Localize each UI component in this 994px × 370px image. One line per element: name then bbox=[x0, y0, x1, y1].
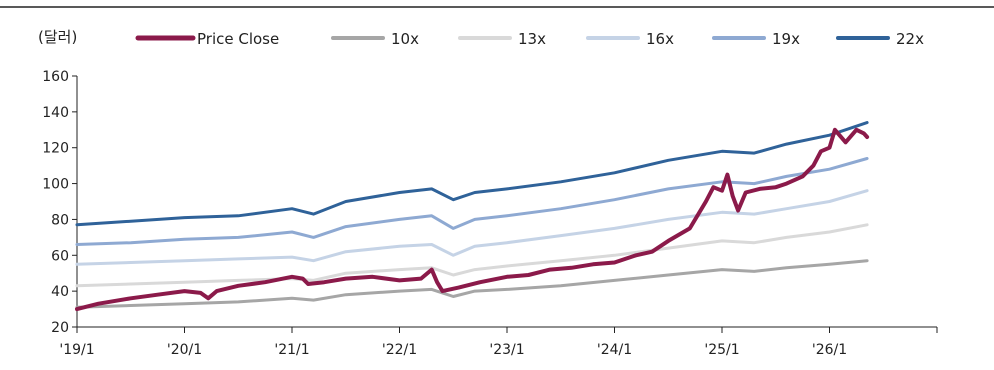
series-line-19x bbox=[75, 157, 869, 246]
y-tick-label: 160 bbox=[42, 69, 69, 85]
series-line-16x bbox=[75, 189, 869, 266]
x-tick-label: '21/1 bbox=[274, 342, 309, 358]
plot-area bbox=[75, 121, 870, 312]
y-tick-label: 120 bbox=[42, 141, 69, 157]
legend-label: Price Close bbox=[197, 30, 279, 48]
y-tick-label: 20 bbox=[51, 320, 69, 336]
y-tick-label: 140 bbox=[42, 105, 69, 121]
series-line-13x bbox=[75, 223, 869, 288]
legend-label: 16x bbox=[646, 30, 674, 48]
x-tick-label: '23/1 bbox=[489, 342, 524, 358]
legend-label: 19x bbox=[772, 30, 800, 48]
y-tick-label: 80 bbox=[51, 212, 69, 228]
series-line-price-close bbox=[75, 127, 870, 312]
axes: 20 40 60 80 100 120 140 160 '19/1 '20/1 '21/1 '22/1… bbox=[42, 69, 938, 358]
x-tick-label: '20/1 bbox=[167, 342, 202, 358]
x-tick-label: '26/1 bbox=[812, 342, 847, 358]
series-line-10x bbox=[75, 259, 869, 309]
x-tick-label: '24/1 bbox=[597, 342, 632, 358]
y-tick-label: 100 bbox=[42, 177, 69, 193]
x-tick-label: '25/1 bbox=[704, 342, 739, 358]
legend: Price Close 10x 13x 16x 19x 22x bbox=[135, 30, 924, 48]
unit-label: (달러) bbox=[38, 28, 77, 46]
y-tick-label: 40 bbox=[51, 284, 69, 300]
series-line-22x bbox=[75, 121, 869, 227]
legend-label: 13x bbox=[518, 30, 546, 48]
legend-label: 22x bbox=[896, 30, 924, 48]
x-tick-label: '22/1 bbox=[382, 342, 417, 358]
x-tick-label: '19/1 bbox=[59, 342, 94, 358]
y-tick-label: 60 bbox=[51, 248, 69, 264]
legend-label: 10x bbox=[391, 30, 419, 48]
